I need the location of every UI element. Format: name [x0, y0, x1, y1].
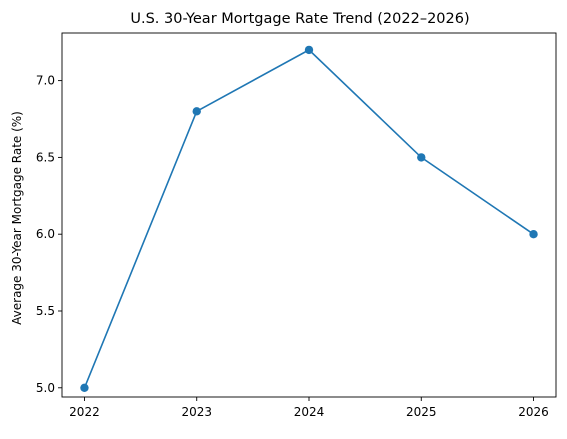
data-point [417, 153, 426, 162]
data-point [304, 45, 314, 55]
x-tick-label: 2024 [294, 405, 325, 419]
axes-frame [61, 32, 557, 398]
y-tick-label: 5.0 [36, 381, 55, 395]
series-line [83, 48, 534, 389]
x-tick-label: 2026 [518, 405, 549, 419]
x-tick-label: 2023 [181, 405, 212, 419]
x-tick-label: 2025 [406, 405, 437, 419]
x-tick-label: 2022 [69, 405, 100, 419]
y-tick-label: 6.5 [36, 150, 55, 164]
y-tick-label: 6.0 [36, 227, 55, 241]
y-tick-label: 5.5 [36, 304, 55, 318]
y-axis-title: Average 30-Year Mortgage Rate (%) [10, 111, 24, 325]
data-point [529, 229, 538, 239]
data-point [192, 107, 201, 116]
y-tick-label: 7.0 [36, 74, 55, 88]
data-point [80, 383, 89, 392]
plot-area: 5.0 5.5 6.0 6.5 7.0 2022 2023 2024 2025 2026 [36, 32, 557, 419]
chart-title: U.S. 30-Year Mortgage Rate Trend (2022–2… [130, 11, 469, 27]
